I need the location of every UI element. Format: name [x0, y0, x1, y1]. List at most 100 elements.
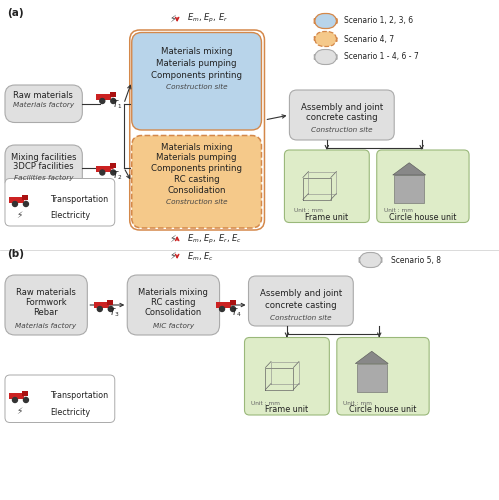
Text: 3DCP facilities: 3DCP facilities — [13, 162, 74, 171]
Text: Unit : mm: Unit : mm — [343, 401, 372, 406]
FancyBboxPatch shape — [132, 32, 261, 130]
Text: Materials mixing: Materials mixing — [138, 288, 208, 297]
Text: Mixing facilities: Mixing facilities — [10, 153, 76, 162]
Circle shape — [111, 170, 116, 175]
Text: MiC factory: MiC factory — [153, 323, 194, 329]
FancyBboxPatch shape — [5, 178, 115, 226]
Text: Assembly and joint: Assembly and joint — [301, 102, 383, 112]
Circle shape — [100, 98, 105, 103]
Text: Unit : mm: Unit : mm — [251, 401, 280, 406]
FancyBboxPatch shape — [337, 338, 429, 415]
FancyBboxPatch shape — [314, 32, 337, 46]
Text: Assembly and joint: Assembly and joint — [260, 289, 342, 298]
Bar — [22, 390, 28, 396]
Text: Scenario 1 - 4, 6 - 7: Scenario 1 - 4, 6 - 7 — [344, 52, 419, 62]
Text: $T_4$: $T_4$ — [231, 306, 242, 319]
Text: ⚡: ⚡ — [169, 14, 176, 24]
Text: $T_2$: $T_2$ — [112, 170, 122, 182]
Text: Circle house unit: Circle house unit — [349, 406, 417, 414]
Text: concrete casting: concrete casting — [306, 114, 378, 122]
Text: Raw materials: Raw materials — [16, 288, 76, 297]
FancyBboxPatch shape — [245, 338, 329, 415]
Text: Frame unit: Frame unit — [265, 406, 308, 414]
Text: Scenario 5, 8: Scenario 5, 8 — [391, 256, 441, 264]
Text: $T_3$: $T_3$ — [109, 306, 119, 319]
Bar — [94, 302, 109, 308]
Text: ⚡: ⚡ — [169, 251, 176, 261]
Text: Electricity: Electricity — [50, 212, 90, 220]
Text: Formwork: Formwork — [25, 298, 67, 307]
Text: (a): (a) — [7, 8, 24, 18]
Text: Construction site: Construction site — [166, 84, 228, 90]
Text: ⚡: ⚡ — [16, 210, 22, 220]
Bar — [9, 393, 24, 399]
Text: Materials factory: Materials factory — [15, 323, 76, 329]
FancyBboxPatch shape — [5, 145, 82, 190]
Text: (b): (b) — [7, 249, 24, 259]
Bar — [110, 92, 116, 96]
FancyBboxPatch shape — [130, 30, 264, 230]
Circle shape — [100, 170, 105, 175]
Circle shape — [12, 202, 17, 206]
Text: RC casting: RC casting — [151, 298, 196, 307]
Circle shape — [23, 202, 28, 206]
Text: Components printing: Components printing — [151, 164, 242, 173]
Text: Materials factory: Materials factory — [13, 102, 74, 108]
Text: Consolidation: Consolidation — [145, 308, 202, 317]
Text: Materials mixing: Materials mixing — [161, 46, 233, 56]
Text: Materials pumping: Materials pumping — [156, 153, 237, 162]
Bar — [9, 197, 24, 203]
Bar — [357, 364, 387, 392]
Circle shape — [111, 98, 116, 103]
Text: concrete casting: concrete casting — [265, 300, 337, 310]
Text: Consolidation: Consolidation — [167, 186, 226, 195]
Text: Construction site: Construction site — [311, 127, 373, 133]
Circle shape — [231, 306, 236, 312]
Text: Materials mixing: Materials mixing — [161, 143, 233, 152]
Bar — [22, 194, 28, 200]
FancyBboxPatch shape — [289, 90, 394, 140]
Bar — [110, 163, 116, 168]
Circle shape — [12, 398, 17, 402]
Circle shape — [23, 398, 28, 402]
FancyBboxPatch shape — [5, 375, 115, 422]
Circle shape — [97, 306, 102, 312]
FancyBboxPatch shape — [132, 136, 261, 228]
Text: Rebar: Rebar — [33, 308, 58, 317]
FancyBboxPatch shape — [5, 275, 87, 335]
Text: ⚡: ⚡ — [16, 406, 22, 416]
Text: Frame unit: Frame unit — [305, 213, 348, 222]
FancyBboxPatch shape — [284, 150, 369, 222]
Polygon shape — [355, 351, 388, 364]
Text: Construction site: Construction site — [270, 314, 332, 320]
Text: Unit : mm: Unit : mm — [294, 208, 323, 214]
Circle shape — [220, 306, 225, 312]
Text: Scenario 4, 7: Scenario 4, 7 — [344, 34, 394, 43]
Text: Materials pumping: Materials pumping — [156, 58, 237, 68]
FancyBboxPatch shape — [359, 252, 382, 268]
Text: Unit : mm: Unit : mm — [384, 208, 413, 214]
Text: Raw materials: Raw materials — [13, 92, 73, 100]
Text: $E_m$, $E_p$, $E_r$, $E_c$: $E_m$, $E_p$, $E_r$, $E_c$ — [187, 232, 242, 245]
Text: $T_1$: $T_1$ — [112, 98, 122, 111]
Text: Scenario 1, 2, 3, 6: Scenario 1, 2, 3, 6 — [344, 16, 414, 26]
FancyBboxPatch shape — [314, 14, 337, 28]
Text: Transportation: Transportation — [50, 194, 108, 203]
Text: Components printing: Components printing — [151, 70, 242, 80]
Bar — [394, 175, 424, 203]
Bar — [107, 300, 113, 304]
Bar — [96, 94, 111, 100]
FancyBboxPatch shape — [5, 85, 82, 122]
FancyBboxPatch shape — [314, 50, 337, 64]
Text: Transportation: Transportation — [50, 390, 108, 400]
Bar — [96, 166, 111, 172]
Text: $E_m$, $E_c$: $E_m$, $E_c$ — [187, 250, 214, 263]
Text: Construction site: Construction site — [166, 198, 228, 204]
Bar — [216, 302, 231, 308]
Text: ⚡: ⚡ — [169, 234, 176, 244]
Text: Facilities factory: Facilities factory — [13, 174, 73, 180]
Text: RC casting: RC casting — [174, 175, 220, 184]
Text: $E_m$, $E_p$, $E_r$: $E_m$, $E_p$, $E_r$ — [187, 12, 229, 25]
FancyBboxPatch shape — [127, 275, 220, 335]
Text: Circle house unit: Circle house unit — [389, 213, 457, 222]
